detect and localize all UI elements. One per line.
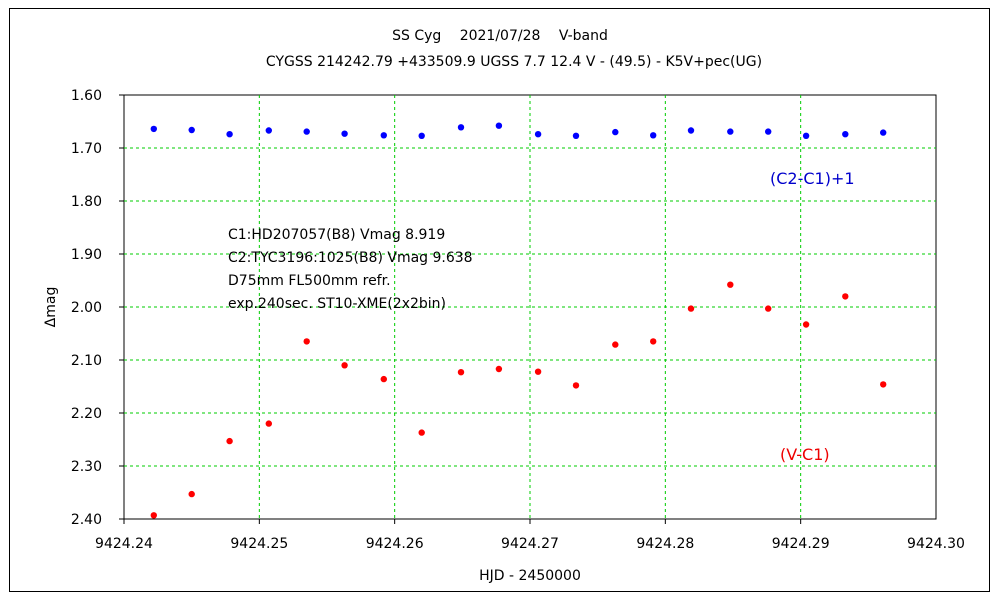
point-v-c1 (380, 375, 387, 383)
annotation-c1: C1:HD207057(B8) Vmag 8.919 (228, 227, 445, 243)
series-label-c2-c1: (C2-C1)+1 (770, 169, 855, 188)
x-tick-label: 9424.25 (230, 536, 288, 552)
point-v-c1 (572, 382, 580, 389)
y-tick-label: 2.10 (71, 353, 102, 369)
x-tick-label: 9424.29 (772, 536, 830, 552)
point-v-c1 (188, 490, 195, 498)
y-tick-label: 1.60 (71, 88, 102, 104)
point-c2-c1 (418, 132, 425, 139)
point-c2-c1 (265, 127, 272, 134)
point-v-c1 (150, 512, 157, 519)
point-c2-c1 (457, 124, 465, 131)
x-tick-label: 9424.26 (366, 536, 424, 552)
y-tick-label: 2.40 (71, 512, 102, 528)
y-tick-label: 1.80 (71, 194, 102, 210)
point-c2-c1 (341, 130, 348, 137)
point-c2-c1 (188, 126, 195, 134)
chart-title: SS Cyg 2021/07/28 V-band (392, 28, 608, 44)
x-tick-label: 9424.24 (95, 536, 153, 552)
y-tick-label: 2.30 (71, 459, 102, 475)
point-v-c1 (612, 341, 619, 348)
data-points (150, 122, 887, 519)
y-tick-label: 2.00 (71, 300, 102, 316)
point-v-c1 (765, 305, 772, 312)
point-v-c1 (265, 420, 272, 427)
point-c2-c1 (842, 131, 849, 138)
point-v-c1 (495, 365, 503, 373)
y-axis-label: Δmag (43, 287, 59, 328)
point-c2-c1 (303, 128, 310, 135)
annotation-c2: C2:TYC3196:1025(B8) Vmag 9.638 (228, 250, 473, 266)
grid-lines (119, 94, 936, 524)
point-c2-c1 (380, 132, 387, 139)
point-v-c1 (802, 321, 810, 328)
x-axis-label: HJD - 2450000 (479, 568, 581, 584)
y-tick-label: 1.90 (71, 247, 102, 263)
point-v-c1 (842, 293, 849, 300)
point-v-c1 (341, 362, 348, 369)
point-v-c1 (303, 338, 310, 345)
point-v-c1 (226, 437, 233, 445)
point-c2-c1 (572, 132, 580, 139)
point-c2-c1 (727, 128, 734, 135)
x-tick-label: 9424.30 (907, 536, 965, 552)
x-tick-label: 9424.28 (636, 536, 694, 552)
x-tick-label: 9424.27 (501, 536, 559, 552)
point-v-c1 (727, 281, 734, 288)
point-c2-c1 (802, 132, 810, 139)
point-v-c1 (880, 381, 887, 388)
series-label-v-c1: (V-C1) (780, 445, 830, 464)
point-c2-c1 (495, 122, 503, 129)
y-tick-labels: 1.60 1.70 1.80 1.90 2.00 2.10 2.20 2.30 2.40 (71, 88, 102, 528)
point-c2-c1 (150, 125, 157, 133)
point-c2-c1 (880, 129, 887, 136)
point-c2-c1 (226, 131, 233, 138)
point-c2-c1 (612, 128, 619, 136)
point-v-c1 (687, 305, 695, 312)
point-c2-c1 (765, 128, 772, 135)
point-c2-c1 (534, 131, 542, 138)
annotation-telescope: D75mm FL500mm refr. (228, 273, 391, 289)
point-v-c1 (534, 368, 542, 375)
point-c2-c1 (650, 132, 657, 139)
point-v-c1 (418, 429, 425, 436)
y-tick-label: 1.70 (71, 141, 102, 157)
x-tick-labels: 9424.24 9424.25 9424.26 9424.27 9424.28 9424.… (95, 536, 965, 552)
chart-subtitle: CYGSS 214242.79 +433509.9 UGSS 7.7 12.4 … (266, 54, 762, 70)
annotation-exposure: exp.240sec. ST10-XME(2x2bin) (228, 296, 446, 312)
point-c2-c1 (687, 127, 695, 134)
point-v-c1 (457, 369, 465, 376)
y-tick-label: 2.20 (71, 406, 102, 422)
point-v-c1 (650, 338, 657, 345)
